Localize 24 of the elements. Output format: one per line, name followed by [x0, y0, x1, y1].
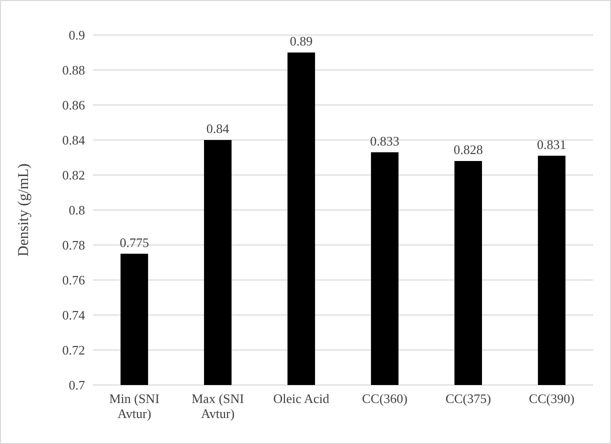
data-label: 0.84: [206, 121, 230, 136]
x-tick-label: Max (SNI Avtur): [192, 391, 244, 421]
x-tick-label: Min (SNI Avtur): [109, 391, 160, 421]
x-tick-label: Oleic Acid: [273, 391, 330, 406]
y-tick-label: 0.9: [68, 28, 85, 43]
y-axis-title: Density (g/mL): [16, 164, 32, 256]
y-tick-label: 0.72: [62, 342, 85, 358]
x-tick-label: CC(375): [445, 391, 491, 406]
data-label: 0.775: [120, 234, 149, 250]
data-label: 0.89: [290, 34, 313, 48]
y-tick-label: 0.7: [68, 378, 86, 393]
y-tick-label: 0.84: [62, 132, 86, 148]
y-tick-label: 0.8: [68, 202, 85, 218]
x-tick-label: CC(390): [528, 391, 574, 406]
y-tick-label: 0.88: [62, 62, 85, 78]
y-tick-label: 0.74: [62, 308, 86, 323]
y-tick-label: 0.86: [62, 98, 86, 113]
y-tick-label: 0.76: [62, 272, 86, 288]
data-label: 0.833: [370, 133, 400, 148]
data-label: 0.831: [537, 136, 566, 152]
y-tick-label: 0.82: [62, 168, 85, 183]
x-tick-label: CC(360): [362, 391, 408, 406]
data-label: 0.828: [454, 142, 483, 157]
y-tick-label: 0.78: [62, 238, 85, 253]
